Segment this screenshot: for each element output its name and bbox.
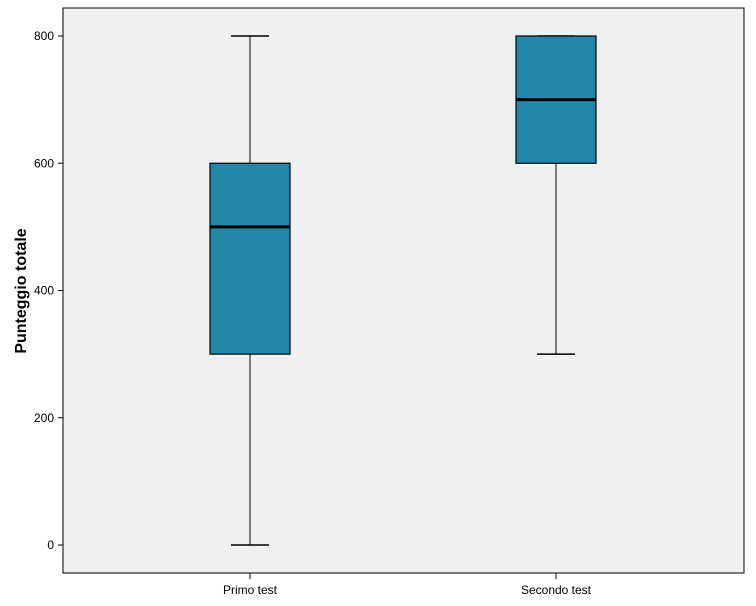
x-axis: Primo test Secondo test xyxy=(223,573,592,597)
y-tick-label: 800 xyxy=(34,29,54,43)
iqr-box xyxy=(209,162,291,355)
y-tick-label: 200 xyxy=(34,411,54,425)
plot-area xyxy=(62,7,745,574)
y-tick-label: 600 xyxy=(34,156,54,170)
box-2 xyxy=(515,35,597,355)
x-tick-label: Secondo test xyxy=(521,583,592,597)
boxes xyxy=(209,35,597,546)
y-tick-label: 400 xyxy=(34,284,54,298)
y-tick-label: 0 xyxy=(47,538,54,552)
x-tick-label: Primo test xyxy=(223,583,278,597)
y-axis-title: Punteggio totale xyxy=(13,228,30,353)
y-axis: 0 200 400 600 800 xyxy=(34,29,63,552)
box-1 xyxy=(209,35,291,546)
